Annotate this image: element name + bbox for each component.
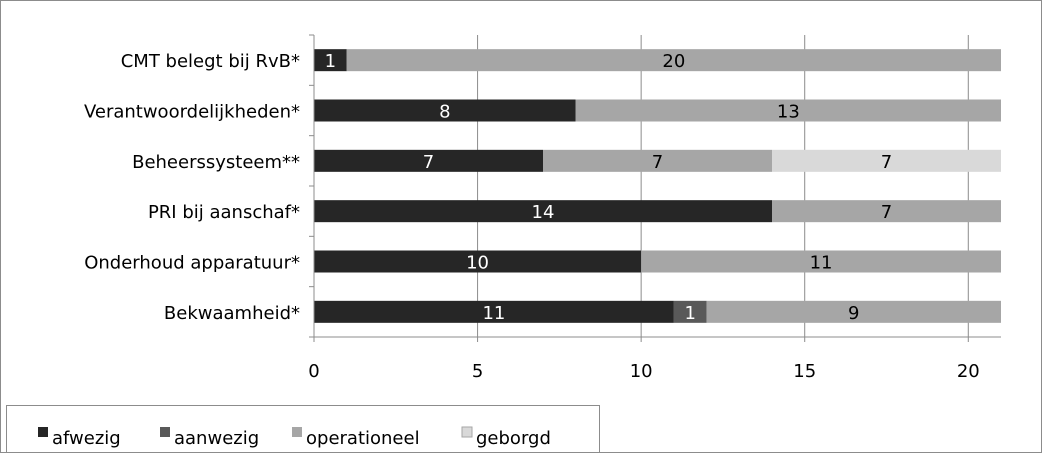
legend-label-operationeel: operationeel [306,428,420,449]
bar-operationeel [346,49,1001,72]
legend-label-aanwezig: aanwezig [174,428,259,449]
data-label-operationeel: 20 [662,51,685,72]
legend-box [6,405,600,453]
legend-swatch-operationeel [292,427,302,437]
data-label-operationeel: 7 [881,202,892,223]
data-label-afwezig: 11 [482,303,505,324]
x-tick-label: 0 [308,361,319,382]
legend: afwezig aanwezig operationeel geborgd [6,405,600,453]
axes: 0 5 10 15 20 CMT belegt bij RvB* Verantwoordel… [84,34,1001,382]
bar-afwezig [314,200,772,223]
bar-afwezig [314,99,576,122]
x-tick-label: 20 [957,361,980,382]
bar-afwezig [314,250,642,273]
bar-operationeel [772,200,1001,223]
category-label: CMT belegt bij RvB* [121,51,300,72]
bar-operationeel [575,99,1001,122]
category-label: Onderhoud apparatuur* [84,253,300,274]
data-label-afwezig: 10 [466,253,489,274]
bars [314,49,1001,323]
bar-afwezig [314,49,347,72]
data-label-aanwezig: 1 [684,303,695,324]
x-tick-label: 10 [630,361,653,382]
bar-afwezig [314,149,543,172]
data-label-operationeel: 9 [848,303,859,324]
data-label-afwezig: 8 [439,102,450,123]
bar-afwezig [314,300,674,323]
category-label: PRI bij aanschaf* [148,202,300,223]
category-label: Bekwaamheid* [164,303,300,324]
category-label: Beheerssysteem** [132,152,300,173]
data-label-geborgd: 7 [881,152,892,173]
data-label-operationeel: 13 [777,102,800,123]
legend-swatch-geborgd [461,426,473,438]
bar-aanwezig [673,300,707,323]
data-label-afwezig: 7 [423,152,434,173]
x-tick-label: 5 [472,361,483,382]
legend-swatch-aanwezig [160,427,170,437]
data-label-operationeel: 7 [652,152,663,173]
bar-operationeel [543,149,772,172]
data-label-afwezig: 14 [532,202,555,223]
legend-label-geborgd: geborgd [476,428,551,449]
legend-swatch-afwezig [38,427,48,437]
legend-label-afwezig: afwezig [52,428,121,449]
bar-geborgd [772,149,1001,172]
x-tick-label: 15 [793,361,816,382]
bar-operationeel [641,250,1001,273]
category-label: Verantwoordelijkheden* [84,102,300,123]
data-label-afwezig: 1 [325,51,336,72]
data-label-operationeel: 11 [810,253,833,274]
bar-operationeel [706,300,1001,323]
